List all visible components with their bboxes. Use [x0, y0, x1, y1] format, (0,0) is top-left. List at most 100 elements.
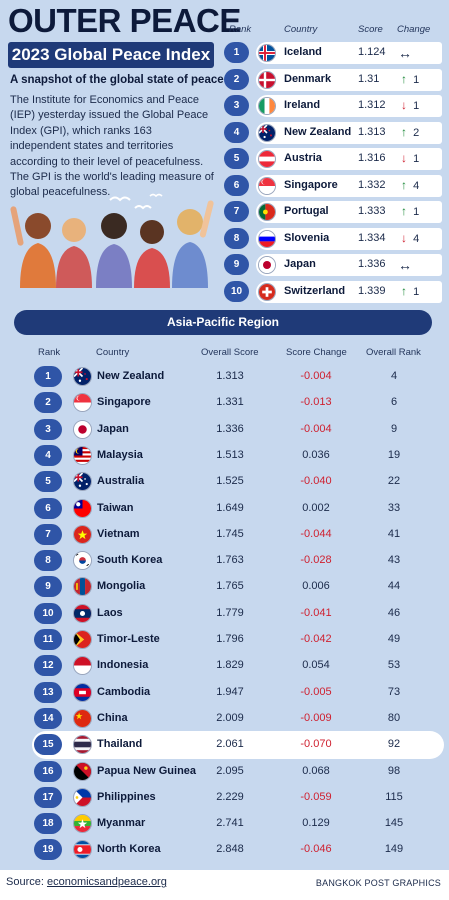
score-change: -0.042	[300, 633, 332, 645]
overall-score: 1.765	[216, 580, 244, 593]
score-change: -0.041	[300, 606, 332, 619]
country-name: Myanmar	[97, 817, 146, 830]
country-name: Denmark	[284, 72, 332, 85]
papua-new-guinea-flag-icon	[73, 761, 92, 781]
malaysia-flag-icon	[73, 445, 92, 465]
top-table-row: 8 Slovenia 1.334 ↓ 4	[222, 227, 444, 251]
table-row: 9 Mongolia 1.765 0.006 44	[0, 576, 449, 602]
country-name: Singapore	[284, 178, 338, 191]
rank-badge: 4	[34, 444, 62, 466]
score-change: -0.013	[300, 396, 332, 409]
change-cell: ↓ 4	[398, 231, 438, 245]
score-change: -0.059	[300, 790, 332, 803]
overall-score: 1.313	[216, 370, 244, 382]
overall-score: 1.525	[216, 475, 244, 488]
score-change: -0.028	[300, 554, 332, 567]
arrow-up-icon: ↑	[401, 177, 407, 192]
new-zealand-flag-icon	[258, 123, 276, 142]
rank-header: Rank	[38, 347, 61, 358]
country-name: North Korea	[97, 843, 161, 856]
no-change-icon: ↔	[398, 257, 412, 273]
country-name: Laos	[97, 606, 123, 619]
top-table-row: 4 New Zealand 1.313 ↑ 2	[222, 121, 444, 145]
change-cell: ↑ 2	[398, 125, 438, 139]
cambodia-flag-icon	[73, 682, 92, 702]
score-value: 1.31	[358, 72, 380, 85]
rank-badge: 16	[34, 760, 62, 782]
score-value: 1.333	[358, 205, 386, 217]
top-table-row: 2 Denmark 1.31 ↑ 1	[222, 68, 444, 92]
table-row: 6 Taiwan 1.649 0.002 33	[0, 497, 449, 524]
myanmar-flag-icon	[73, 814, 92, 834]
top-table-row: 3 Ireland 1.312 ↓ 1	[222, 95, 444, 118]
score-value: 1.332	[358, 178, 386, 191]
rank-badge: 11	[34, 629, 62, 650]
overall-score: 2.061	[216, 738, 244, 751]
switzerland-flag-icon	[258, 282, 276, 301]
overall-rank: 73	[387, 685, 401, 698]
rank-badge: 4	[224, 121, 249, 143]
score-change: -0.009	[300, 711, 332, 724]
score-value: 1.339	[358, 284, 386, 297]
overall-rank: 41	[387, 527, 401, 540]
rank-badge: 17	[34, 786, 62, 808]
table-row: 11 Timor-Leste 1.796 -0.042 49	[0, 629, 449, 655]
table-row: 4 Malaysia 1.513 0.036 19	[0, 444, 449, 471]
change-value: 1	[413, 206, 420, 218]
overall-rank: 115	[385, 790, 403, 803]
country-header: Country	[284, 24, 318, 35]
table-row: 16 Papua New Guinea 2.095 0.068 98	[0, 760, 449, 787]
score-change: -0.004	[300, 370, 332, 382]
rank-badge: 10	[34, 602, 62, 624]
highlight-bar	[32, 731, 444, 760]
table-row: 10 Laos 1.779 -0.041 46	[0, 602, 449, 629]
country-header: Country	[96, 347, 130, 358]
rank-badge: 3	[34, 418, 62, 440]
overall-score: 2.229	[216, 790, 244, 803]
austria-flag-icon	[258, 150, 276, 168]
rank-badge: 9	[34, 576, 62, 598]
score-change: -0.040	[300, 475, 332, 488]
change-value: 4	[413, 232, 420, 245]
rank-badge: 3	[224, 95, 249, 116]
overall-rank: 53	[387, 659, 401, 672]
rank-badge: 5	[34, 471, 62, 493]
country-name: Thailand	[97, 738, 143, 751]
row-bar	[256, 121, 442, 144]
country-name: China	[97, 711, 128, 724]
arrow-down-icon: ↓	[401, 98, 407, 112]
portugal-flag-icon	[258, 203, 276, 221]
source-label: Source:	[6, 876, 44, 888]
overall-rank-header: Overall Rank	[366, 347, 421, 358]
country-name: Portugal	[284, 205, 329, 217]
rank-header: Rank	[229, 24, 252, 35]
overall-rank: 44	[387, 580, 401, 593]
country-name: Taiwan	[97, 501, 134, 514]
north-korea-flag-icon	[73, 840, 92, 860]
highlighted-table-row: 15 Thailand 2.061 -0.070 92	[0, 731, 449, 760]
source-link[interactable]: economicsandpeace.org	[46, 876, 167, 888]
score-change: -0.005	[300, 685, 332, 698]
row-bar	[256, 254, 442, 276]
country-name: Japan	[284, 258, 316, 270]
overall-rank: 43	[387, 554, 401, 567]
arrow-down-icon: ↓	[401, 230, 407, 245]
overall-score-header: Overall Score	[201, 347, 259, 358]
score-change: 0.002	[302, 501, 330, 514]
philippines-flag-icon	[73, 787, 92, 807]
arrow-up-icon: ↑	[401, 283, 407, 298]
rank-badge: 7	[224, 201, 249, 222]
top-table-row: 10 Switzerland 1.339 ↑ 1	[222, 280, 444, 304]
table-row: 13 Cambodia 1.947 -0.005 73	[0, 681, 449, 708]
table-row: 2 Singapore 1.331 -0.013 6	[0, 392, 449, 418]
rank-badge: 1	[224, 42, 249, 63]
score-change: 0.036	[302, 448, 330, 461]
rank-badge: 12	[34, 655, 62, 677]
change-cell: ↔	[398, 257, 438, 273]
overall-score: 1.763	[216, 554, 244, 567]
overall-score: 1.947	[216, 685, 244, 698]
arrow-up-icon: ↑	[401, 204, 407, 218]
score-change: 0.054	[302, 659, 330, 672]
overall-score: 2.741	[216, 817, 244, 830]
rank-badge: 8	[224, 227, 249, 249]
